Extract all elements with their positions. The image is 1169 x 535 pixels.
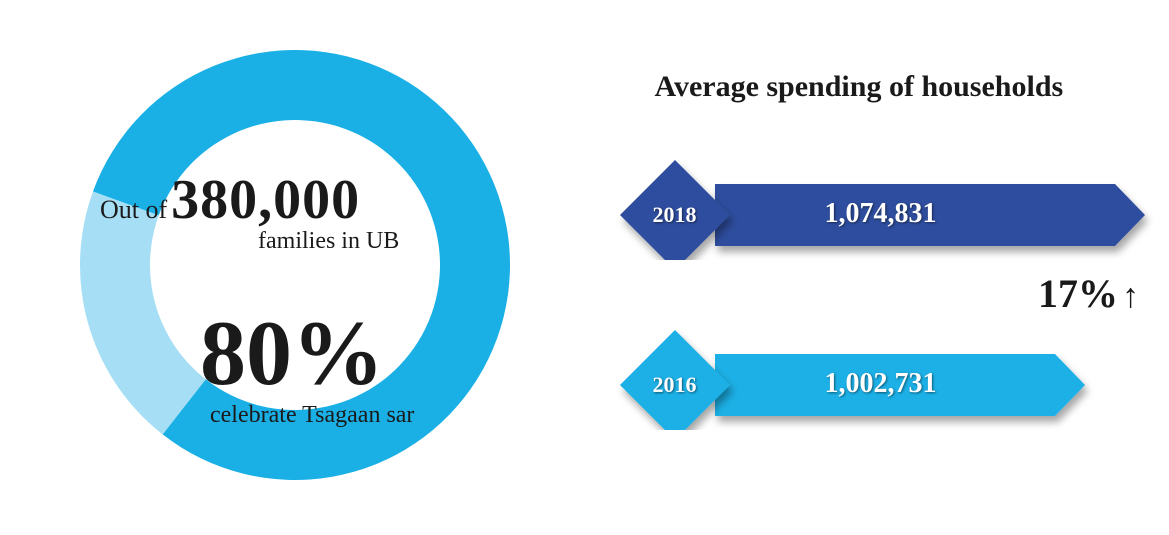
year-label-2018: 2018 bbox=[643, 202, 707, 228]
spending-panel: Average spending of households 2018 1,07… bbox=[585, 0, 1169, 535]
pct-number: 80% bbox=[200, 300, 384, 406]
donut-panel: Out of 380,000 families in UB 80% celebr… bbox=[0, 0, 585, 535]
donut-chart: Out of 380,000 families in UB 80% celebr… bbox=[80, 50, 510, 480]
outof-number: 380,000 bbox=[171, 169, 360, 231]
year-label-2016: 2016 bbox=[643, 372, 707, 398]
pct-sub: celebrate Tsagaan sar bbox=[210, 402, 414, 429]
value-label-2018: 1,074,831 bbox=[825, 198, 937, 230]
spending-title: Average spending of households bbox=[655, 70, 1064, 104]
outof-prefix: Out of bbox=[100, 195, 167, 224]
outof-sub: families in UB bbox=[258, 228, 399, 255]
growth-indicator: 17%↑ bbox=[1038, 270, 1139, 317]
arrow-up-icon: ↑ bbox=[1122, 278, 1139, 315]
outof-line: Out of 380,000 bbox=[100, 168, 360, 232]
growth-value: 17% bbox=[1038, 271, 1118, 316]
value-label-2016: 1,002,731 bbox=[825, 368, 937, 400]
